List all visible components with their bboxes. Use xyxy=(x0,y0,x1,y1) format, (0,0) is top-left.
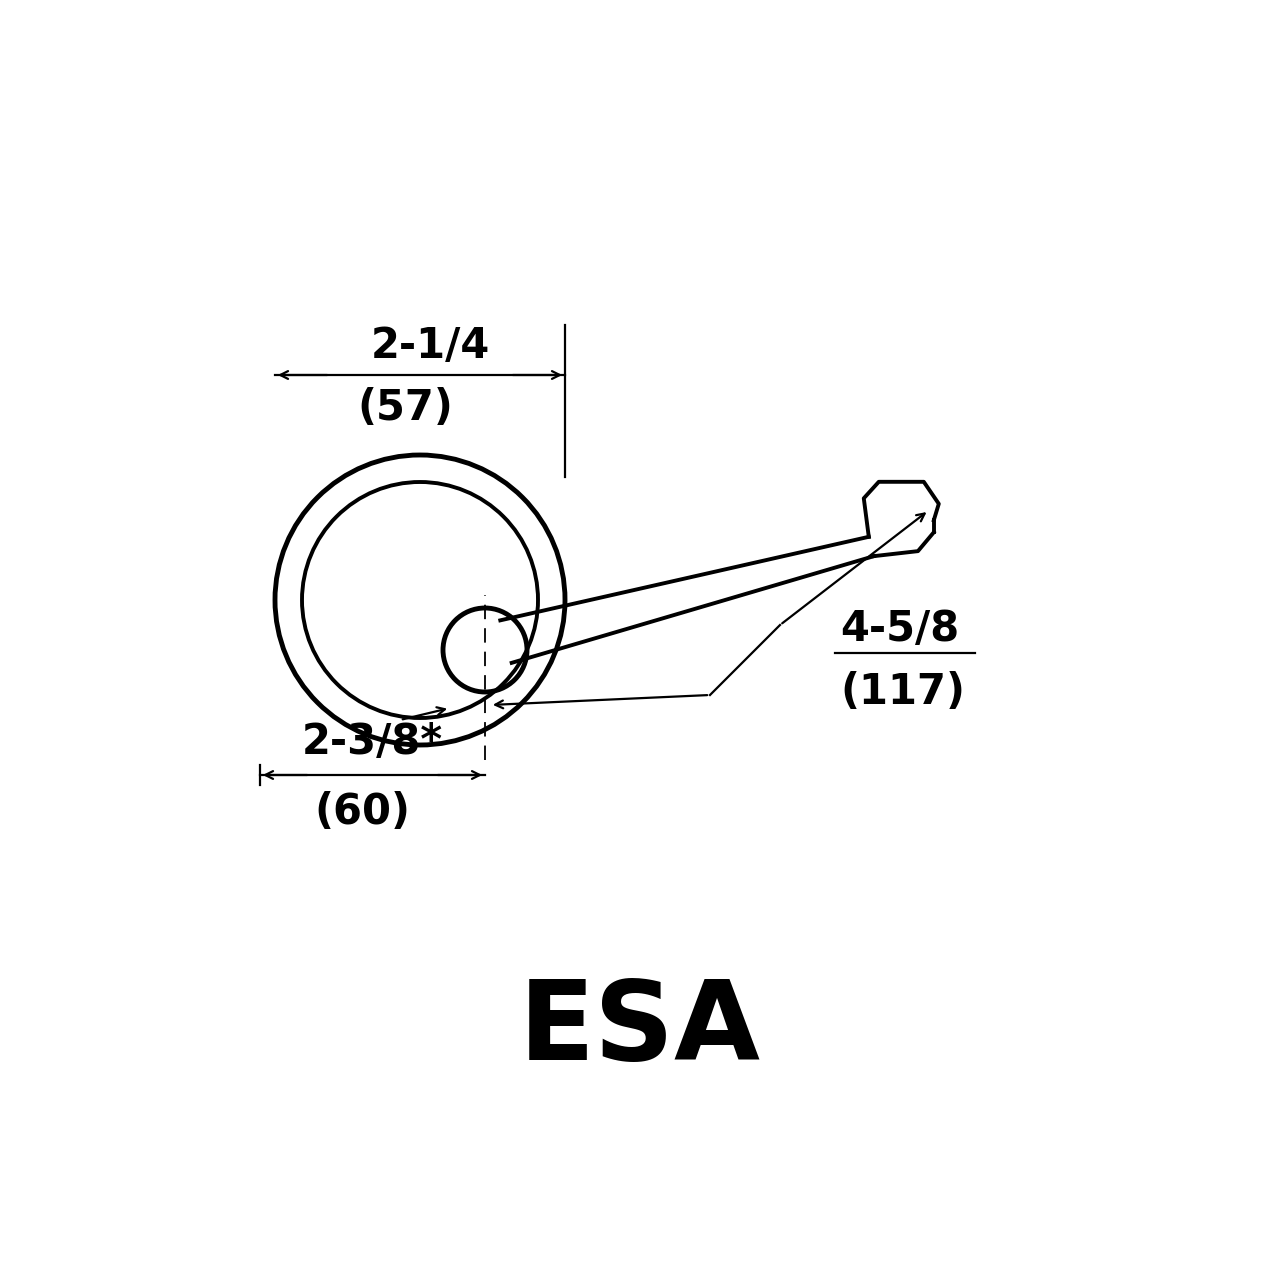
Text: 2-1/4: 2-1/4 xyxy=(370,325,490,367)
Text: ESA: ESA xyxy=(518,977,762,1083)
Text: 2-3/8*: 2-3/8* xyxy=(302,721,443,763)
Text: 4-5/8: 4-5/8 xyxy=(840,608,959,650)
Text: (60): (60) xyxy=(315,791,411,833)
Text: (117): (117) xyxy=(840,671,965,713)
Text: (57): (57) xyxy=(357,387,453,429)
